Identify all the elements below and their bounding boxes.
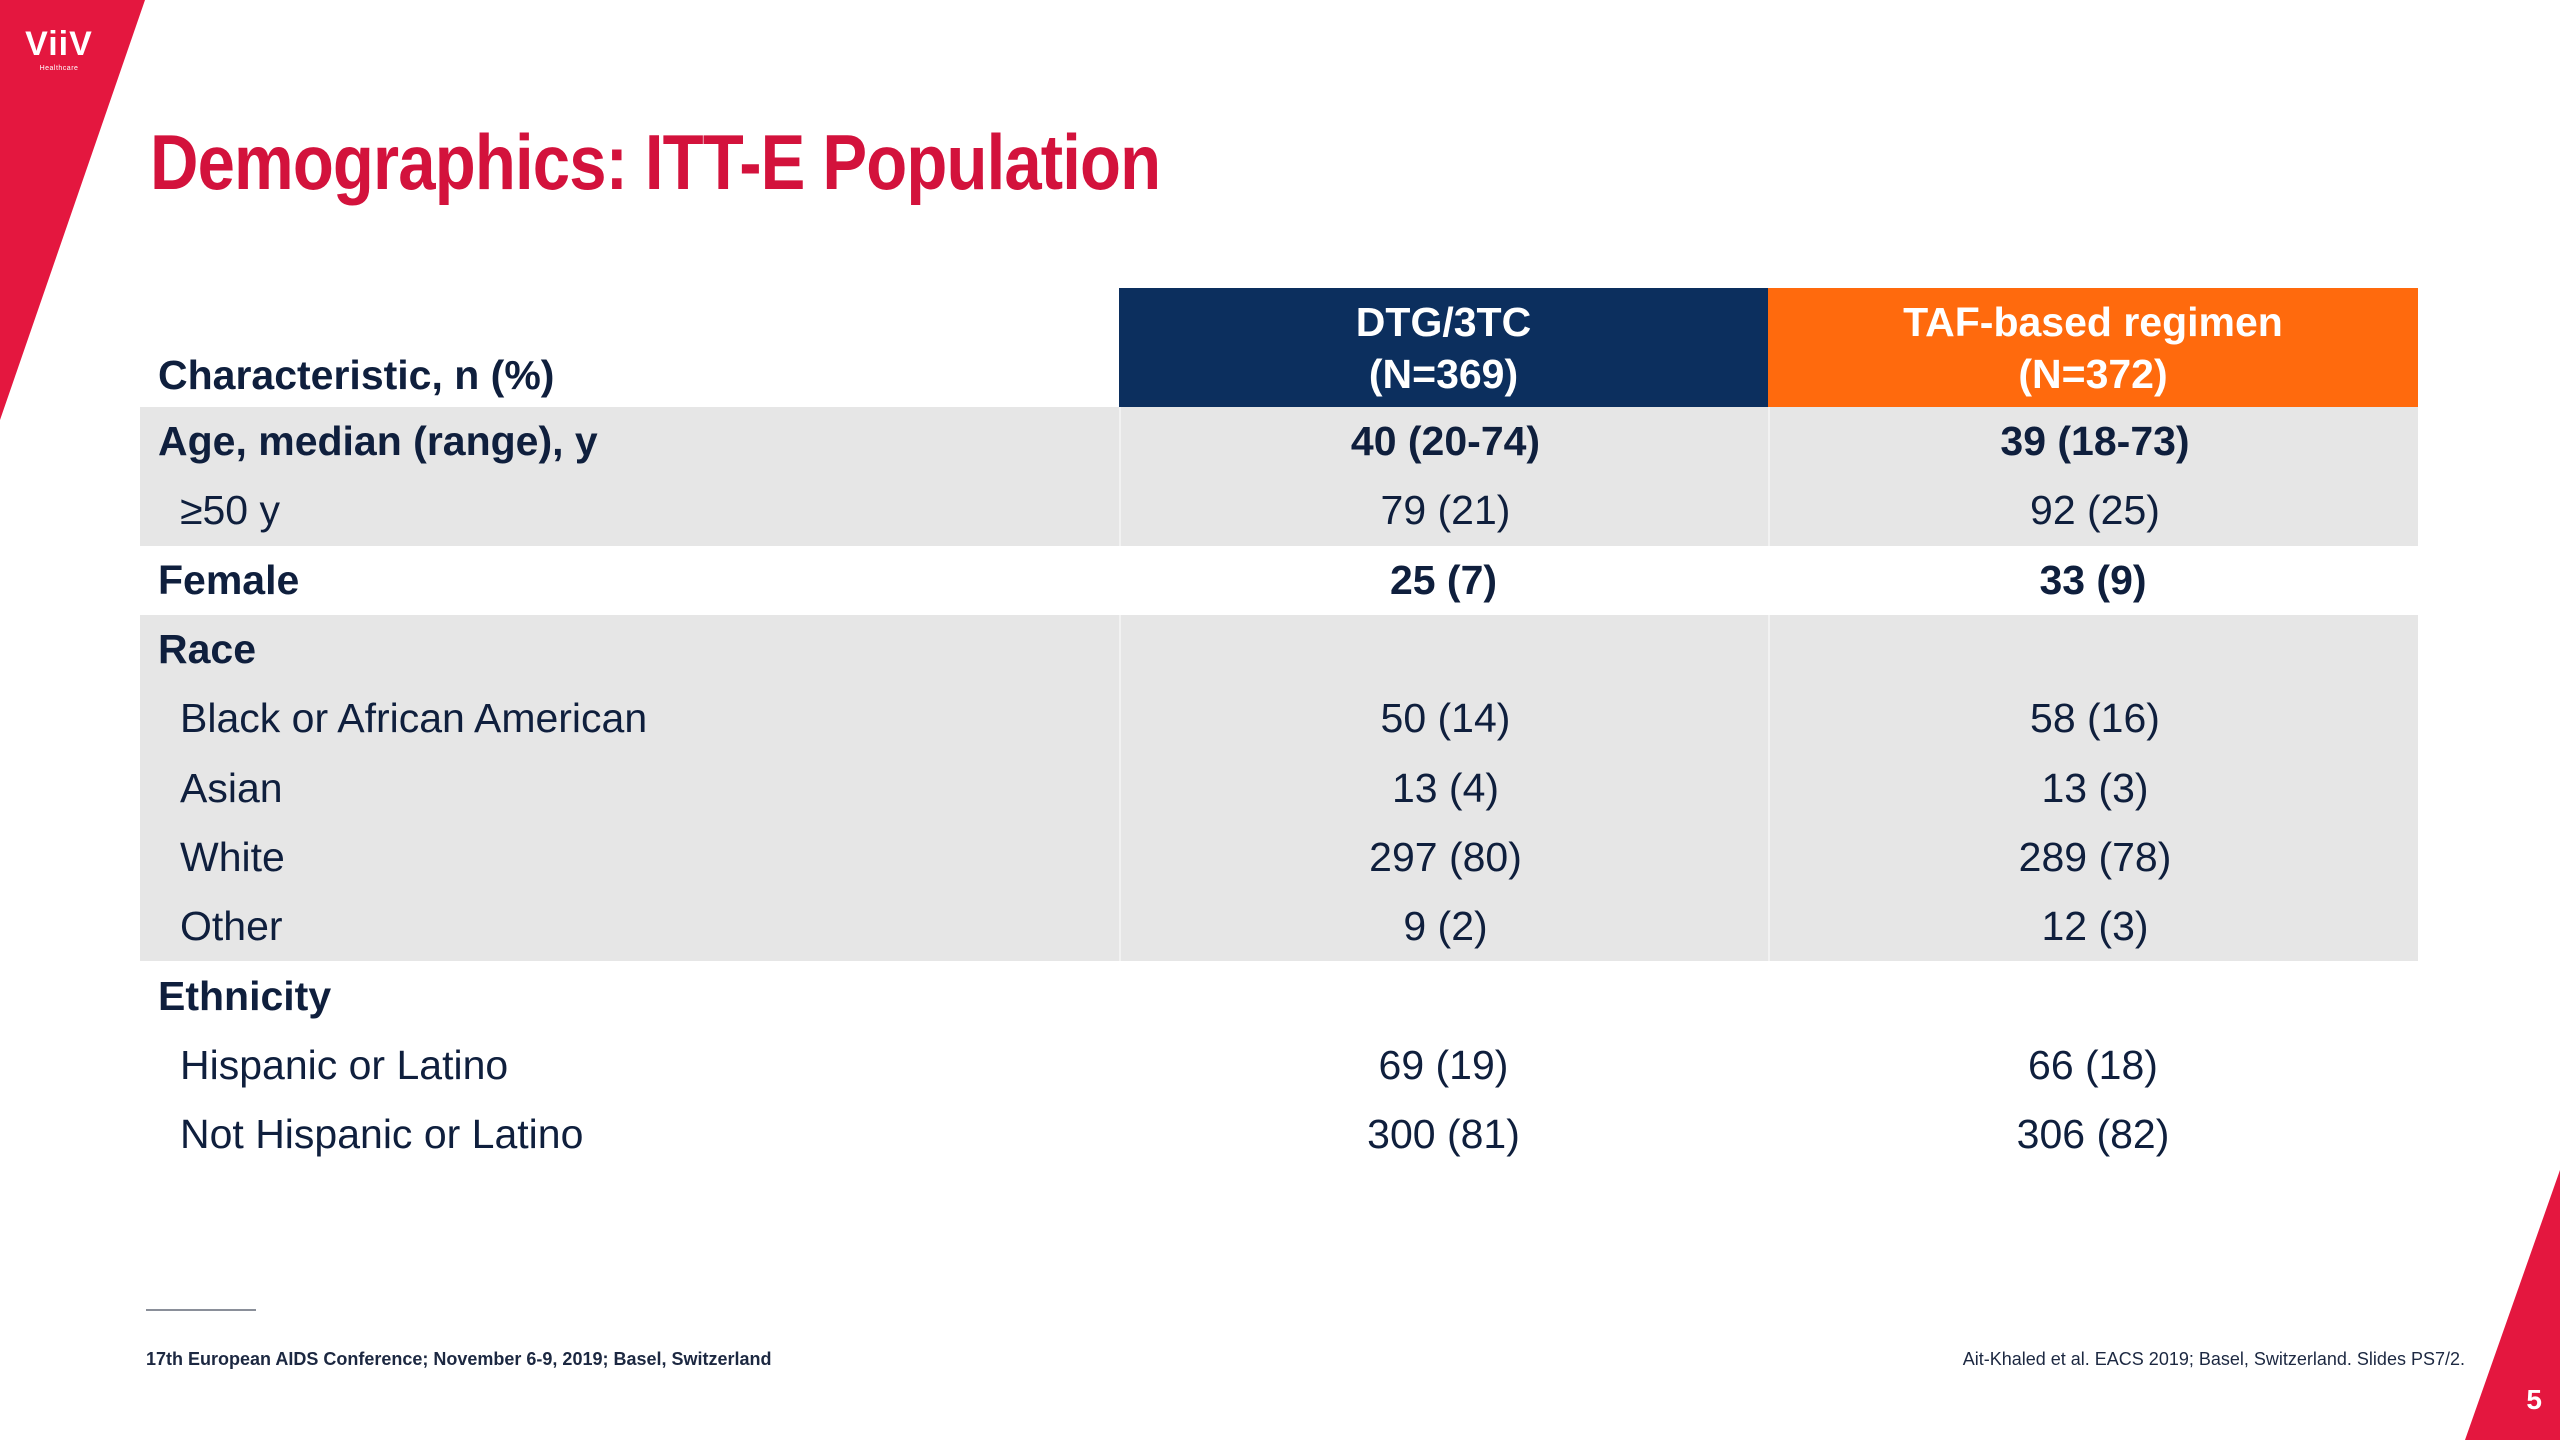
row-value-dtg: 50 (14) [1119,684,1770,754]
row-value-dtg [1119,614,1770,685]
page-title: Demographics: ITT-E Population [150,118,1161,206]
header-taf-regimen: TAF-based regimen (N=372) [1768,288,2418,407]
row-value-dtg: 79 (21) [1119,476,1770,546]
row-label: Not Hispanic or Latino [180,1111,584,1158]
row-value-taf: 33 (9) [2039,556,2147,603]
row-label: Ethnicity [158,972,332,1019]
row-value-taf: 306 (82) [2016,1111,2170,1158]
table-row: Hispanic or Latino 69 (19) 66 (18) [140,1031,2418,1100]
row-value-taf: 66 (18) [2028,1041,2158,1088]
row-value-taf [1768,614,2420,685]
row-value-taf: 92 (25) [1768,476,2420,546]
row-value-taf: 12 (3) [1768,892,2420,962]
row-value-dtg: 300 (81) [1367,1111,1520,1158]
table-row: Age, median (range), y 40 (20-74) 39 (18… [140,407,2420,477]
corner-accent-bottom-right [2465,1170,2560,1440]
row-value-dtg: 13 (4) [1119,753,1770,823]
table-row: Female 25 (7) 33 (9) [140,546,2418,615]
row-value-dtg: 69 (19) [1378,1041,1509,1088]
logo-subtext: Healthcare [39,65,79,72]
row-value-taf: 289 (78) [1768,822,2420,893]
table-row: Other 9 (2) 12 (3) [140,892,2420,962]
row-value-taf: 13 (3) [1768,753,2420,823]
row-label: Asian [180,764,283,811]
demographics-table: Characteristic, n (%) DTG/3TC (N=369) TA… [140,288,2418,1169]
row-label: Other [180,903,283,950]
row-label: Hispanic or Latino [180,1041,509,1088]
row-label: ≥50 y [180,487,280,534]
table-row: Race [140,614,2420,685]
header-col1-line1: DTG/3TC [1355,299,1532,345]
footer-conference: 17th European AIDS Conference; November … [146,1349,772,1369]
header-col1-line2: (N=369) [1368,351,1519,397]
row-value-dtg: 25 (7) [1389,556,1498,603]
header-characteristic: Characteristic, n (%) [158,352,555,398]
row-value-dtg: 297 (80) [1119,822,1770,893]
table-row: Ethnicity [140,961,2418,1030]
header-dtg-3tc: DTG/3TC (N=369) [1119,288,1768,407]
page-number: 5 [2526,1384,2542,1415]
table-header: Characteristic, n (%) DTG/3TC (N=369) TA… [140,288,2418,407]
table-row: Black or African American 50 (14) 58 (16… [140,684,2420,754]
row-label: Age, median (range), y [158,418,598,465]
table-row: Asian 13 (4) 13 (3) [140,753,2420,823]
header-col2-line2: (N=372) [2018,351,2168,397]
row-value-taf: 39 (18-73) [1768,407,2420,477]
row-value-dtg: 9 (2) [1119,892,1770,962]
table-row: White 297 (80) 289 (78) [140,822,2420,893]
viiv-logo: ViiV Healthcare [24,24,94,84]
row-label: White [180,833,285,880]
row-label: Race [158,626,257,673]
corner-accent-top-left [0,0,145,420]
row-label: Black or African American [180,695,648,742]
header-col2-line1: TAF-based regimen [1903,299,2283,345]
row-value-dtg: 40 (20-74) [1119,407,1770,477]
footnote-divider [146,1309,256,1311]
row-label: Female [158,556,300,603]
footer-citation: Ait-Khaled et al. EACS 2019; Basel, Swit… [1962,1349,2465,1369]
table-row: ≥50 y 79 (21) 92 (25) [140,476,2420,546]
logo-word: ViiV [25,25,93,63]
table-row: Not Hispanic or Latino 300 (81) 306 (82) [140,1100,2418,1169]
row-value-taf: 58 (16) [1768,684,2420,754]
